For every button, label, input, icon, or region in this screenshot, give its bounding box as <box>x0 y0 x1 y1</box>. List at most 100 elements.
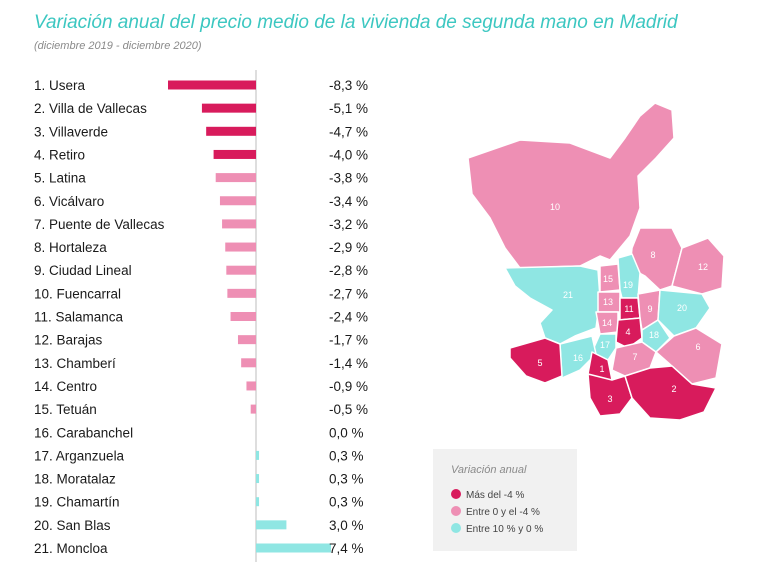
bar <box>241 358 256 368</box>
value-label: -2,9 % <box>329 240 368 255</box>
value-label: -0,5 % <box>329 402 368 417</box>
map-district-3 <box>587 373 633 417</box>
value-label: -4,7 % <box>329 124 368 139</box>
bar <box>256 450 260 460</box>
category-label: 2. Villa de Vallecas <box>34 101 147 116</box>
legend-title: Variación anual <box>451 464 527 476</box>
category-label: 7. Puente de Vallecas <box>34 217 165 232</box>
category-label: 21. Moncloa <box>34 541 108 556</box>
value-label: 7,4 % <box>329 541 364 556</box>
category-label: 13. Chamberí <box>34 356 116 371</box>
value-label: -5,1 % <box>329 101 368 116</box>
bar <box>206 126 256 136</box>
category-label: 8. Hortaleza <box>34 240 107 255</box>
bar <box>227 288 256 298</box>
value-label: 0,3 % <box>329 495 364 510</box>
map-label-20: 20 <box>677 303 687 313</box>
bar <box>168 80 256 90</box>
legend-label-high: Más del -4 % <box>466 490 525 501</box>
chart-subtitle: (diciembre 2019 - diciembre 2020) <box>34 40 202 52</box>
value-label: -2,8 % <box>329 263 368 278</box>
category-label: 4. Retiro <box>34 147 85 162</box>
map-district-5 <box>509 337 563 384</box>
value-label: -8,3 % <box>329 78 368 93</box>
map-label-4: 4 <box>625 327 630 337</box>
category-label: 11. Salamanca <box>34 310 124 325</box>
map-label-15: 15 <box>603 274 613 284</box>
map-district-21 <box>504 265 601 345</box>
map-label-14: 14 <box>602 318 612 328</box>
legend-item-low: Entre 10 % y 0 % <box>451 523 543 535</box>
bar <box>256 474 260 484</box>
category-label: 17. Arganzuela <box>34 448 125 463</box>
map-label-11: 11 <box>624 304 633 314</box>
value-label: -1,4 % <box>329 356 368 371</box>
value-label: -1,7 % <box>329 333 368 348</box>
map-district-10 <box>467 102 675 269</box>
legend-swatch-mid <box>451 506 461 516</box>
value-label: -3,2 % <box>329 217 368 232</box>
map-district-2 <box>624 365 717 421</box>
legend: Variación anual Más del -4 % Entre 0 y e… <box>433 449 577 551</box>
bar <box>213 149 256 159</box>
map-label-13: 13 <box>603 297 613 307</box>
bar <box>237 335 256 345</box>
map-label-1: 1 <box>599 364 604 374</box>
value-label: -3,4 % <box>329 194 368 209</box>
bar <box>246 381 256 391</box>
bar <box>256 497 260 507</box>
category-label: 14. Centro <box>34 379 97 394</box>
map-label-19: 19 <box>623 280 633 290</box>
map-label-7: 7 <box>632 352 637 362</box>
map-label-5: 5 <box>537 358 542 368</box>
category-label: 15. Tetuán <box>34 402 97 417</box>
bar <box>230 312 256 321</box>
value-label: -2,4 % <box>329 310 368 325</box>
category-label: 16. Carabanchel <box>34 425 133 440</box>
bar <box>215 173 256 183</box>
value-label: -3,8 % <box>329 171 368 186</box>
value-label: -0,9 % <box>329 379 368 394</box>
legend-item-high: Más del -4 % <box>451 489 524 501</box>
category-label: 6. Vicálvaro <box>34 194 104 209</box>
value-label: -4,0 % <box>329 147 368 162</box>
map-label-17: 17 <box>600 340 610 350</box>
map-label-18: 18 <box>649 330 659 340</box>
legend-swatch-low <box>451 523 461 533</box>
category-label: 12. Barajas <box>34 333 103 348</box>
category-label: 1. Usera <box>34 78 86 93</box>
value-label: 0,0 % <box>329 425 364 440</box>
bar <box>250 404 256 414</box>
value-label: 0,3 % <box>329 448 364 463</box>
bar <box>256 543 331 553</box>
map-label-2: 2 <box>671 384 676 394</box>
map-district-20 <box>657 289 711 337</box>
legend-swatch-high <box>451 489 461 499</box>
category-label: 19. Chamartín <box>34 495 120 510</box>
legend-label-low: Entre 10 % y 0 % <box>466 524 544 535</box>
category-label: 10. Fuencarral <box>34 286 121 301</box>
value-label: 0,3 % <box>329 472 364 487</box>
category-label: 18. Moratalaz <box>34 472 116 487</box>
legend-item-mid: Entre 0 y el -4 % <box>451 506 540 518</box>
map-label-16: 16 <box>573 353 583 363</box>
map-district-12 <box>671 237 725 295</box>
legend-label-mid: Entre 0 y el -4 % <box>466 507 540 518</box>
bar <box>256 520 287 530</box>
bar-chart: 1. Usera -8,3 % 2. Villa de Vallecas -5,1 %… <box>34 70 368 562</box>
map-label-8: 8 <box>650 250 655 260</box>
bar <box>219 196 256 206</box>
map-label-9: 9 <box>647 304 652 314</box>
value-label: -2,7 % <box>329 286 368 301</box>
category-label: 3. Villaverde <box>34 124 108 139</box>
map-label-6: 6 <box>695 342 700 352</box>
bar <box>226 265 256 275</box>
category-label: 9. Ciudad Lineal <box>34 263 132 278</box>
category-label: 20. San Blas <box>34 518 111 533</box>
bar <box>225 242 256 252</box>
map-label-12: 12 <box>698 262 708 272</box>
category-label: 5. Latina <box>34 171 86 186</box>
value-label: 3,0 % <box>329 518 364 533</box>
map-label-10: 10 <box>550 202 560 212</box>
bar <box>222 219 256 229</box>
